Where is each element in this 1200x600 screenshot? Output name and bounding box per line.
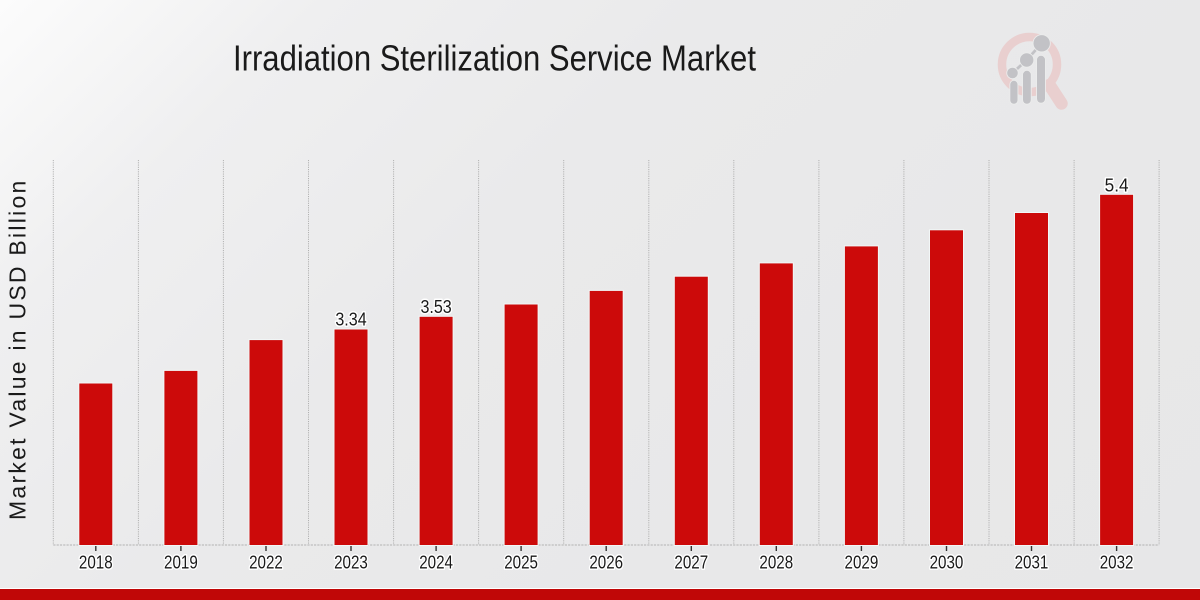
svg-text:2022: 2022 <box>249 552 283 573</box>
svg-text:2018: 2018 <box>79 552 113 573</box>
svg-text:2023: 2023 <box>334 552 368 573</box>
svg-text:5.4: 5.4 <box>1105 175 1129 196</box>
svg-text:2025: 2025 <box>504 552 538 573</box>
svg-text:2030: 2030 <box>930 552 964 573</box>
svg-text:2026: 2026 <box>589 552 623 573</box>
svg-text:Market Value in USD Billion: Market Value in USD Billion <box>5 178 31 520</box>
svg-text:Irradiation Sterilization Serv: Irradiation Sterilization Service Market <box>233 39 757 79</box>
svg-text:2028: 2028 <box>759 552 793 573</box>
svg-text:2032: 2032 <box>1100 552 1134 573</box>
svg-text:2029: 2029 <box>845 552 879 573</box>
svg-text:3.53: 3.53 <box>420 296 451 317</box>
svg-text:2024: 2024 <box>419 552 453 573</box>
svg-text:2027: 2027 <box>674 552 708 573</box>
svg-text:2019: 2019 <box>164 552 198 573</box>
svg-text:3.34: 3.34 <box>335 309 367 330</box>
svg-text:2031: 2031 <box>1015 552 1049 573</box>
